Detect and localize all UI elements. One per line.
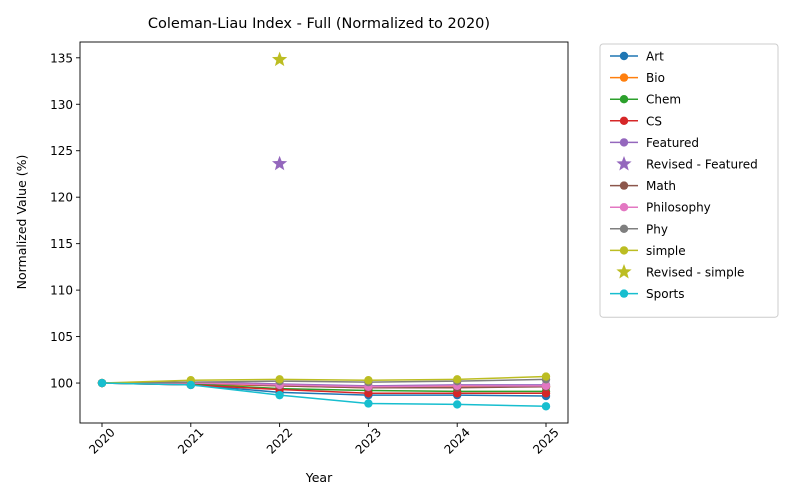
plot-frame — [79, 41, 569, 424]
legend-item: Math — [610, 179, 676, 193]
x-axis-label: Year — [305, 470, 333, 485]
y-tick-label: 100 — [50, 377, 73, 391]
legend-label: Bio — [646, 71, 665, 85]
legend-marker — [619, 73, 629, 82]
legend-label: Sports — [646, 287, 684, 301]
legend-label: Math — [646, 179, 676, 193]
series-revised-simple — [271, 51, 288, 67]
legend-label: Chem — [646, 93, 681, 107]
y-tick-label: 130 — [50, 98, 73, 112]
legend-label: Revised - Featured — [646, 158, 758, 172]
series-line — [101, 382, 546, 393]
y-tick-label: 125 — [50, 144, 73, 158]
legend-marker — [619, 51, 629, 61]
series-simple — [97, 372, 551, 388]
legend-marker — [619, 181, 629, 190]
legend-item: Phy — [610, 222, 668, 236]
legend-item: Revised - Featured — [616, 156, 758, 172]
data-point — [364, 399, 373, 408]
data-point — [541, 372, 551, 381]
plot-area — [80, 42, 568, 423]
legend-box — [599, 43, 779, 318]
legend-item: Philosophy — [610, 201, 711, 215]
x-tick-label: 2022 — [264, 425, 295, 456]
legend-marker-star — [616, 156, 632, 171]
data-point-star — [271, 51, 288, 67]
legend-marker — [619, 95, 629, 104]
series-line — [102, 382, 546, 388]
legend-item: simple — [610, 244, 686, 258]
data-point — [541, 381, 551, 391]
series-revised-featured — [271, 155, 288, 171]
legend-label: Revised - simple — [646, 266, 744, 280]
x-tick-label: 2025 — [530, 425, 561, 456]
data-point — [453, 400, 462, 409]
y-tick-label: 105 — [50, 330, 73, 344]
data-point-star — [271, 155, 288, 171]
legend-label: Art — [646, 50, 664, 64]
legend-label: simple — [646, 244, 686, 258]
data-point — [453, 375, 462, 384]
legend-item: Art — [610, 50, 664, 64]
y-axis-label: Normalized Value (%) — [14, 155, 29, 290]
data-point — [275, 390, 284, 400]
legend-label: CS — [646, 114, 662, 128]
legend-marker — [619, 203, 629, 212]
legend-label: Featured — [646, 136, 699, 150]
series-line — [101, 375, 547, 384]
legend-item: Featured — [610, 136, 699, 150]
legend-item: Bio — [610, 71, 665, 85]
legend-marker — [619, 289, 629, 298]
series-line — [101, 382, 547, 408]
legend-item: CS — [610, 114, 662, 128]
x-tick-label: 2020 — [86, 425, 117, 456]
legend: Art Bio Chem CS Featured Revised - Featured Ma… — [599, 43, 779, 318]
legend-marker — [619, 138, 629, 147]
data-point — [541, 402, 551, 411]
data-point — [364, 376, 373, 385]
legend-marker — [619, 246, 629, 255]
legend-item: Revised - simple — [616, 264, 744, 280]
series-sports — [97, 378, 551, 411]
legend-marker — [619, 224, 629, 233]
chart-title: Coleman-Liau Index - Full (Normalized to… — [148, 16, 490, 32]
legend-marker — [619, 116, 629, 126]
data-point — [541, 389, 551, 398]
x-tick-label: 2021 — [175, 425, 206, 456]
legend-item: Sports — [610, 287, 684, 301]
x-tick-label: 2024 — [441, 425, 472, 456]
x-tick-label: 2023 — [353, 425, 384, 456]
series-line — [101, 378, 547, 384]
data-point — [275, 375, 284, 384]
y-tick-label: 135 — [50, 51, 73, 65]
legend-label: Phy — [646, 222, 668, 236]
legend-label: Philosophy — [646, 201, 711, 215]
data-point — [186, 380, 195, 390]
legend-item: Chem — [610, 93, 681, 107]
legend-marker-star — [616, 264, 632, 279]
y-tick-label: 120 — [50, 191, 73, 205]
data-point — [97, 378, 107, 388]
y-tick-label: 110 — [50, 284, 73, 298]
y-tick-label: 115 — [50, 237, 73, 251]
